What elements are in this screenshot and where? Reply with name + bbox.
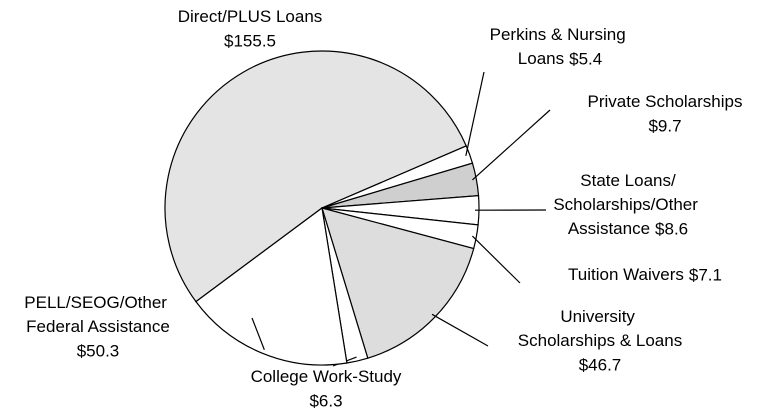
pie-slice: [195, 206, 348, 366]
value-label: $5.4: [569, 49, 602, 68]
slice-label: PELL/SEOG/Other Federal Assistance: [24, 293, 171, 336]
slice-label: University Scholarships & Loans: [518, 307, 682, 350]
leader-line: [471, 235, 521, 284]
slice-label: State Loans/Scholarships/Other Assistanc…: [553, 171, 702, 238]
value-label: $7.1: [689, 265, 722, 284]
leader-line: [251, 317, 265, 350]
slice-label: Private Scholarships: [588, 92, 743, 111]
leader-line: [465, 71, 485, 156]
value-label: $6.3: [309, 391, 342, 410]
pie-slice: [321, 207, 475, 359]
slice-label: Direct/PLUS Loans: [178, 7, 323, 26]
value-label: $9.7: [648, 116, 681, 135]
leader-line: [472, 109, 551, 181]
leader-line: [431, 313, 489, 347]
slice-label: Perkins & Nursing Loans: [490, 25, 631, 68]
value-label: $46.7: [579, 355, 622, 374]
value-label: $50.3: [77, 341, 120, 360]
pie-slice: [164, 50, 467, 303]
value-label: $8.6: [655, 219, 688, 238]
slice-label: College Work-Study: [251, 367, 402, 386]
slice-label: Tuition Waivers: [568, 265, 684, 284]
value-label: $155.5: [224, 31, 276, 50]
